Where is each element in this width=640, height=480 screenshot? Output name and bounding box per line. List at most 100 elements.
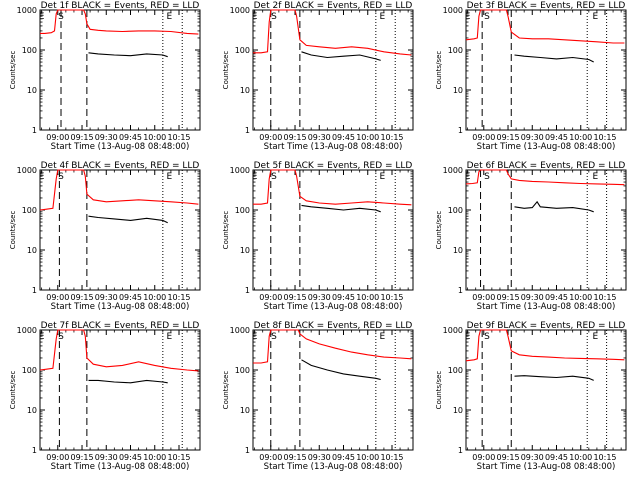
x-tick-label: 09:45 <box>119 293 142 302</box>
event-annotation: E <box>465 332 471 342</box>
chart-title: Det 9f BLACK = Events, RED = LLD <box>467 321 626 331</box>
event-annotation: E <box>252 332 258 342</box>
plot-frame <box>252 329 414 451</box>
x-tick-label: 10:00 <box>356 133 379 142</box>
event-annotation: E <box>592 172 598 182</box>
y-tick-label: 1000 <box>230 326 250 335</box>
x-tick-label: 10:00 <box>143 453 166 462</box>
event-annotation: S <box>271 12 277 22</box>
event-annotation: E <box>39 172 45 182</box>
x-tick-label: 09:00 <box>46 133 69 142</box>
chart-title: Det 4f BLACK = Events, RED = LLD <box>41 161 200 171</box>
x-tick-label: 09:30 <box>521 133 544 142</box>
plot-frame <box>252 169 414 291</box>
event-annotation: S <box>271 172 277 182</box>
event-rate-line <box>88 215 168 224</box>
x-tick-label: 10:00 <box>143 133 166 142</box>
y-tick-label: 1000 <box>443 326 463 335</box>
y-axis-label: Counts/sec <box>435 371 443 410</box>
y-tick-label: 1000 <box>17 326 37 335</box>
event-annotation: E <box>379 12 385 22</box>
y-tick-label: 10 <box>240 86 250 95</box>
y-axis-label: Counts/sec <box>435 51 443 90</box>
chart-panel-9: Det 9f BLACK = Events, RED = LLD 1 10 100 10… <box>435 321 627 472</box>
x-tick-label: 09:45 <box>545 133 568 142</box>
y-tick-label: 1 <box>32 446 37 455</box>
x-tick-label: 09:15 <box>70 133 93 142</box>
event-rate-line <box>514 54 594 63</box>
y-tick-label: 10 <box>240 246 250 255</box>
event-annotation: S <box>484 12 490 22</box>
event-rate-line <box>88 52 168 58</box>
event-rate-line <box>514 200 594 213</box>
y-tick-label: 1000 <box>17 166 37 175</box>
y-tick-label: 1 <box>458 286 463 295</box>
event-rate-line <box>88 379 168 384</box>
x-axis-label: Start Time (13-Aug-08 08:48:00) <box>51 302 190 312</box>
y-axis-label: Counts/sec <box>435 211 443 250</box>
lld-rate-line <box>40 9 199 35</box>
lld-rate-line <box>465 329 625 362</box>
x-tick-label: 10:15 <box>167 133 190 142</box>
x-tick-label: 09:00 <box>259 453 282 462</box>
lld-rate-line <box>465 9 625 44</box>
lld-rate-line <box>253 169 412 206</box>
y-tick-label: 1000 <box>443 6 463 15</box>
x-tick-label: 10:15 <box>593 453 616 462</box>
x-tick-label: 10:00 <box>569 133 592 142</box>
x-tick-label: 10:00 <box>143 293 166 302</box>
chart-panel-2: Det 2f BLACK = Events, RED = LLD 1 10 100 10… <box>222 1 414 152</box>
event-annotation: E <box>592 12 598 22</box>
chart-title: Det 6f BLACK = Events, RED = LLD <box>467 161 626 171</box>
y-tick-label: 1 <box>245 126 250 135</box>
x-tick-label: 09:30 <box>308 133 331 142</box>
x-tick-label: 10:00 <box>569 293 592 302</box>
plot-frame <box>465 9 627 131</box>
chart-title: Det 1f BLACK = Events, RED = LLD <box>41 1 200 11</box>
lld-rate-line <box>253 329 412 364</box>
x-tick-label: 10:00 <box>356 293 379 302</box>
x-tick-label: 09:00 <box>46 293 69 302</box>
lld-rate-line <box>39 329 199 372</box>
chart-panel-6: Det 6f BLACK = Events, RED = LLD 1 10 100 10… <box>435 161 627 312</box>
event-rate-line <box>301 359 381 381</box>
x-tick-label: 09:30 <box>95 453 118 462</box>
x-tick-label: 10:15 <box>167 453 190 462</box>
x-tick-label: 09:30 <box>308 453 331 462</box>
event-annotation: E <box>379 332 385 342</box>
event-annotation: E <box>252 172 258 182</box>
x-axis-label: Start Time (13-Aug-08 08:48:00) <box>51 142 190 152</box>
lld-rate-line <box>39 169 199 211</box>
event-annotation: S <box>484 172 490 182</box>
y-tick-label: 100 <box>448 366 463 375</box>
event-annotation: E <box>252 12 258 22</box>
x-tick-label: 10:15 <box>167 293 190 302</box>
x-tick-label: 09:45 <box>332 293 355 302</box>
y-tick-label: 1 <box>458 126 463 135</box>
plot-frame <box>465 169 627 291</box>
y-axis-label: Counts/sec <box>222 371 230 410</box>
chart-title: Det 2f BLACK = Events, RED = LLD <box>254 1 413 11</box>
x-axis-label: Start Time (13-Aug-08 08:48:00) <box>477 142 616 152</box>
x-tick-label: 10:15 <box>593 293 616 302</box>
event-annotation: S <box>58 12 64 22</box>
event-annotation: S <box>484 332 490 342</box>
y-tick-label: 1000 <box>17 6 37 15</box>
event-annotation: S <box>58 332 64 342</box>
y-tick-label: 10 <box>27 406 37 415</box>
event-annotation: E <box>39 12 45 22</box>
y-tick-label: 1 <box>32 126 37 135</box>
plot-frame <box>252 9 414 131</box>
x-tick-label: 09:45 <box>119 133 142 142</box>
x-tick-label: 09:00 <box>259 293 282 302</box>
y-tick-label: 100 <box>235 46 250 55</box>
x-tick-label: 09:30 <box>308 293 331 302</box>
x-tick-label: 09:45 <box>545 293 568 302</box>
chart-panel-4: Det 4f BLACK = Events, RED = LLD 1 10 100 10… <box>9 161 201 312</box>
x-tick-label: 09:45 <box>545 453 568 462</box>
x-axis-label: Start Time (13-Aug-08 08:48:00) <box>477 302 616 312</box>
event-rate-line <box>301 204 381 213</box>
y-tick-label: 1 <box>32 286 37 295</box>
x-tick-label: 09:00 <box>472 453 495 462</box>
